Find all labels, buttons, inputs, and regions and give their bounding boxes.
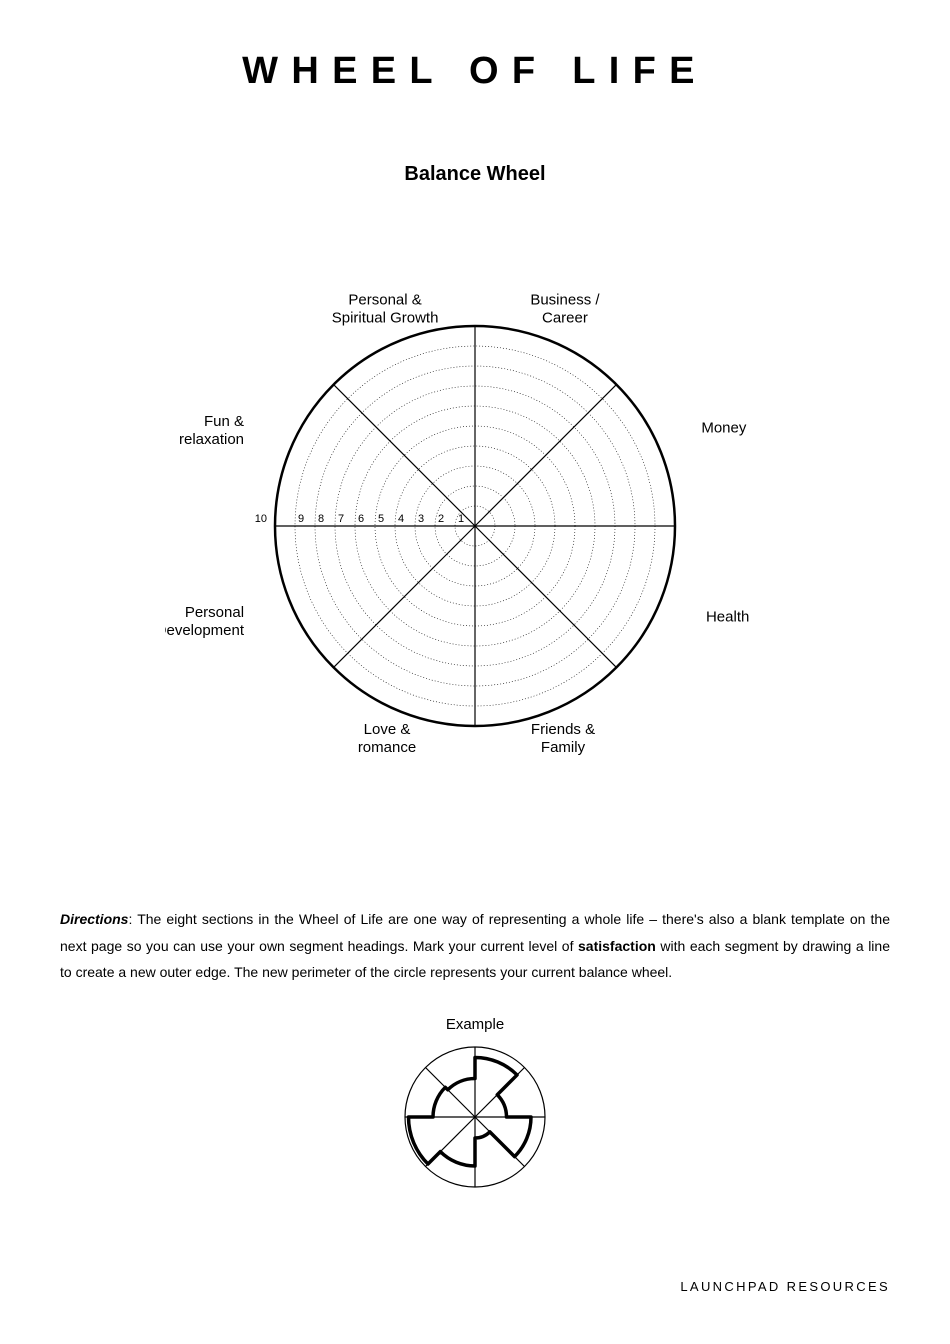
directions-paragraph: Directions: The eight sections in the Wh… [60,906,890,986]
scale-tick-label: 4 [398,513,404,525]
balance-wheel-diagram: 10 9 8 7 6 5 4 3 2 1 Personal &Spiritual Growth Bus… [165,266,785,786]
segment-label: Health [706,609,749,626]
scale-tick-label: 9 [298,513,304,525]
example-wheel-diagram [390,1037,560,1197]
scale-tick-label: 8 [318,513,324,525]
page-title: WHEEL OF LIFE [60,50,890,93]
subtitle: Balance Wheel [60,163,890,186]
scale-tick-label: 1 [458,513,464,525]
segment-label: PersonalDevelopment [165,604,245,639]
directions-bold-word: satisfaction [578,938,656,954]
segment-label: Fun &relaxation [179,413,244,448]
directions-label: Directions [60,911,128,927]
scale-tick-label: 3 [418,513,424,525]
segment-label: Personal &Spiritual Growth [332,291,439,326]
scale-tick-label: 2 [438,513,444,525]
scale-tick-label: 7 [338,513,344,525]
scale-tick-label: 6 [358,513,364,525]
footer-brand: LAUNCHPAD RESOURCES [680,1279,890,1294]
segment-label: Love &romance [358,721,416,756]
example-label: Example [60,1016,890,1033]
scale-tick-label: 5 [378,513,384,525]
segment-label: Friends &Family [531,721,595,756]
scale-tick-label: 10 [255,513,267,525]
segment-label: Money [701,419,747,436]
segment-label: Business /Career [530,291,600,326]
